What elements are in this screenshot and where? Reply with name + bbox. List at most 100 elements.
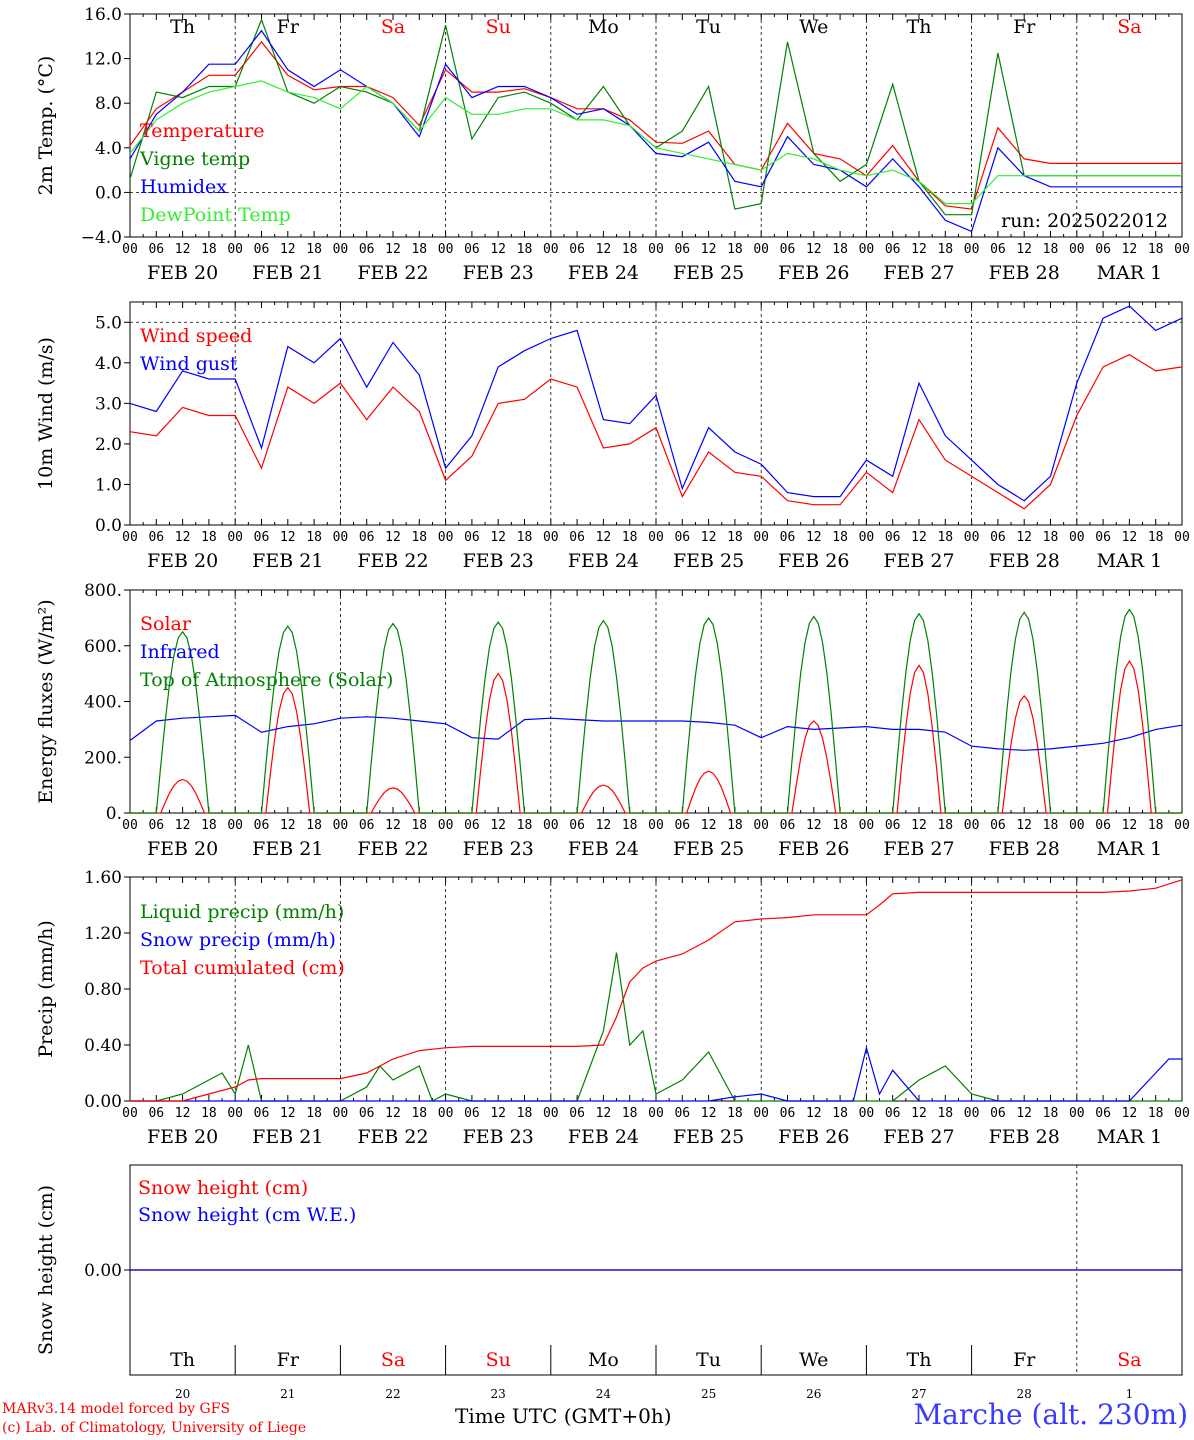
hour-tick-label: 06 — [359, 242, 375, 257]
hour-tick-label: 12 — [596, 530, 612, 545]
hour-tick-label: 12 — [1122, 818, 1138, 833]
hour-tick-label: 00 — [333, 818, 349, 833]
hour-tick-label: 18 — [727, 818, 743, 833]
hour-tick-label: 00 — [753, 818, 769, 833]
weekday-label: Fr — [277, 1349, 300, 1371]
weekday-label: Fr — [1013, 1349, 1036, 1371]
hour-tick-label: 18 — [411, 242, 427, 257]
hour-tick-label: 00 — [1174, 242, 1190, 257]
date-label: FEB 27 — [883, 550, 954, 572]
weekday-label: Sa — [381, 16, 405, 38]
hour-tick-label: 12 — [1122, 1106, 1138, 1121]
date-label: FEB 24 — [568, 1126, 639, 1148]
legend-entry: Liquid precip (mm/h) — [140, 901, 344, 923]
hour-tick-label: 12 — [280, 1106, 296, 1121]
hour-tick-label: 06 — [990, 530, 1006, 545]
hour-tick-label: 12 — [490, 818, 506, 833]
series-line-temperature — [129, 40, 1182, 210]
legend-entry: Snow height (cm W.E.) — [138, 1204, 356, 1226]
y-tick-label: 0.0 — [95, 516, 122, 536]
hour-tick-label: 00 — [964, 242, 980, 257]
series-line-dewpoint-temp — [129, 80, 1182, 205]
hour-tick-label: 00 — [333, 530, 349, 545]
hour-tick-label: 00 — [648, 242, 664, 257]
hour-tick-label: 00 — [543, 530, 559, 545]
hour-tick-label: 06 — [359, 530, 375, 545]
hour-tick-label: 00 — [543, 1106, 559, 1121]
date-label: FEB 21 — [252, 838, 323, 860]
day-number-label: 22 — [385, 1387, 400, 1401]
day-number-label: 1 — [1126, 1387, 1134, 1401]
y-tick-label: 5.0 — [95, 313, 122, 333]
hour-tick-label: 18 — [1043, 530, 1059, 545]
date-label: FEB 23 — [463, 262, 534, 284]
hour-tick-label: 18 — [517, 242, 533, 257]
legend-entry: Infrared — [140, 641, 220, 663]
hour-tick-label: 18 — [517, 1106, 533, 1121]
date-label: FEB 24 — [568, 838, 639, 860]
hour-tick-label: 06 — [569, 1106, 585, 1121]
date-label: FEB 20 — [147, 262, 218, 284]
y-tick-label: 3.0 — [95, 394, 122, 414]
date-label: MAR 1 — [1097, 262, 1163, 284]
hour-tick-label: 06 — [1095, 1106, 1111, 1121]
hour-tick-label: 00 — [859, 1106, 875, 1121]
series-line-humidex — [129, 29, 1182, 233]
hour-tick-label: 12 — [280, 242, 296, 257]
hour-tick-label: 18 — [1148, 530, 1164, 545]
weekday-label: Th — [170, 1349, 195, 1371]
weekday-label: We — [799, 1349, 828, 1371]
hour-tick-label: 06 — [780, 530, 796, 545]
run-label: run: 2025022012 — [1001, 210, 1168, 232]
hour-tick-label: 00 — [648, 530, 664, 545]
date-label: FEB 21 — [252, 550, 323, 572]
legend-entry: Humidex — [140, 176, 227, 198]
hour-tick-label: 06 — [254, 818, 270, 833]
date-label: FEB 23 — [463, 838, 534, 860]
hour-tick-label: 12 — [701, 242, 717, 257]
hour-tick-label: 18 — [727, 1106, 743, 1121]
hour-tick-label: 00 — [1174, 818, 1190, 833]
hour-tick-label: 12 — [911, 242, 927, 257]
hour-tick-label: 06 — [464, 818, 480, 833]
hour-tick-label: 06 — [254, 530, 270, 545]
hour-tick-label: 00 — [648, 1106, 664, 1121]
hour-tick-label: 00 — [227, 818, 243, 833]
hour-tick-label: 18 — [201, 818, 217, 833]
hour-tick-label: 06 — [1095, 530, 1111, 545]
hour-tick-label: 18 — [832, 1106, 848, 1121]
hour-tick-label: 00 — [333, 242, 349, 257]
weekday-label: Fr — [277, 16, 300, 38]
hour-tick-label: 06 — [1095, 242, 1111, 257]
series-line-infrared — [129, 714, 1183, 751]
hour-tick-label: 00 — [438, 530, 454, 545]
date-label: FEB 26 — [778, 1126, 849, 1148]
legend-entry: Snow precip (mm/h) — [140, 929, 336, 951]
weekday-label: Fr — [1013, 16, 1036, 38]
hour-tick-label: 12 — [596, 242, 612, 257]
hour-tick-label: 18 — [201, 1106, 217, 1121]
hour-tick-label: 12 — [1016, 818, 1032, 833]
y-axis-label: Precip (mm/h) — [35, 920, 57, 1058]
y-tick-label: 4.0 — [95, 354, 122, 374]
y-axis-label: 10m Wind (m/s) — [35, 337, 57, 490]
hour-tick-label: 12 — [490, 530, 506, 545]
day-number-label: 27 — [911, 1387, 926, 1401]
station-name: Marche (alt. 230m) — [913, 1398, 1188, 1431]
hour-tick-label: 12 — [701, 530, 717, 545]
day-number-label: 25 — [701, 1387, 716, 1401]
weekday-label: Su — [486, 16, 511, 38]
hour-tick-label: 06 — [885, 242, 901, 257]
date-label: FEB 25 — [673, 262, 744, 284]
hour-tick-label: 00 — [1174, 1106, 1190, 1121]
hour-tick-label: 06 — [990, 818, 1006, 833]
hour-tick-label: 12 — [701, 1106, 717, 1121]
hour-tick-label: 12 — [1016, 242, 1032, 257]
date-label: FEB 24 — [568, 550, 639, 572]
weekday-label: Th — [907, 1349, 932, 1371]
x-axis-title: Time UTC (GMT+0h) — [455, 1404, 672, 1428]
hour-tick-label: 18 — [306, 242, 322, 257]
hour-tick-label: 18 — [937, 1106, 953, 1121]
panel-frame — [129, 589, 1183, 814]
hour-tick-label: 18 — [832, 242, 848, 257]
